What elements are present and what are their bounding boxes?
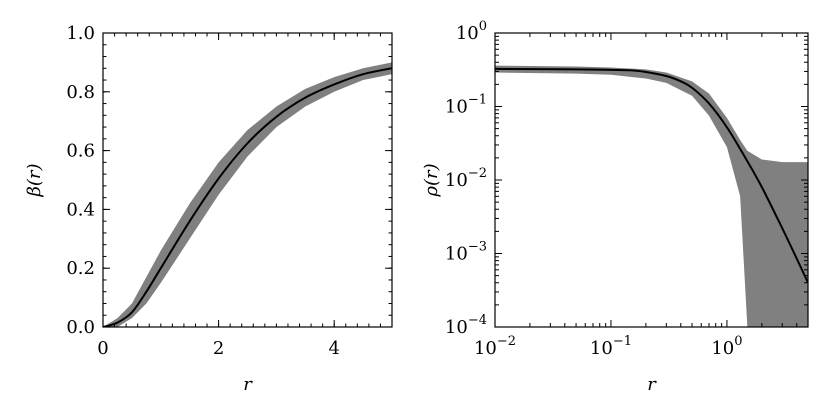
y-axis-label: ρ(r) — [421, 163, 442, 197]
y-axis-label: β(r) — [24, 163, 45, 197]
right-panel-rho: 10−2 10−1 100 10−4 10−3 10−2 10−1 100 r ρ(r) — [421, 19, 809, 395]
x-tick-label: 10−2 — [474, 334, 516, 359]
x-tick-label: 2 — [213, 338, 224, 359]
mean-curve — [103, 67, 392, 327]
y-tick-label: 10−4 — [445, 313, 487, 338]
y-tick-label: 100 — [456, 19, 487, 44]
left-panel-beta: 0 2 4 0.0 0.2 0.4 0.6 0.8 1.0 r β(r) — [24, 23, 393, 395]
x-axis-label: r — [647, 374, 657, 395]
ticks — [102, 32, 393, 328]
x-tick-label: 10−1 — [590, 334, 632, 359]
x-axis-label: r — [243, 374, 253, 395]
axes-frame — [102, 32, 393, 328]
plot-area — [495, 65, 808, 327]
y-tick-label: 0.0 — [66, 317, 95, 338]
y-tick-label: 10−3 — [445, 240, 487, 265]
y-tick-label: 10−1 — [445, 93, 487, 118]
y-tick-label: 0.6 — [66, 141, 95, 162]
ticks — [494, 32, 808, 328]
plot-area — [103, 62, 392, 327]
uncertainty-band — [495, 65, 808, 327]
x-tick-label: 0 — [97, 338, 108, 359]
mean-curve — [495, 67, 808, 284]
y-tick-label: 10−2 — [445, 166, 487, 191]
y-tick-label: 0.4 — [66, 199, 95, 220]
y-tick-label: 0.2 — [66, 258, 95, 279]
uncertainty-band — [103, 62, 392, 327]
y-tick-label: 0.8 — [66, 82, 95, 103]
y-tick-label: 1.0 — [66, 23, 95, 44]
x-tick-label: 4 — [328, 338, 339, 359]
x-tick-label: 100 — [711, 334, 742, 359]
